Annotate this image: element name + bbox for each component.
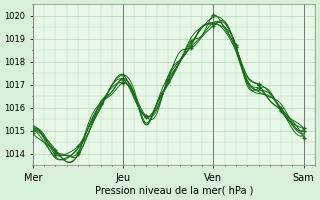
X-axis label: Pression niveau de la mer( hPa ): Pression niveau de la mer( hPa ) (95, 186, 253, 196)
